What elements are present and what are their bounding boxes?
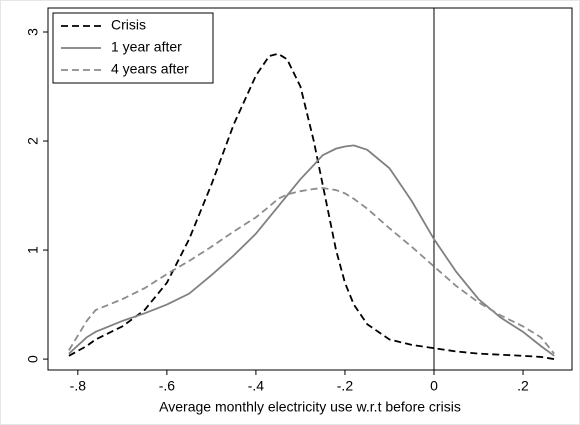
x-tick-label: -.4 (248, 378, 265, 394)
y-tick-label: 3 (25, 28, 41, 36)
y-tick-label: 0 (25, 355, 41, 363)
y-tick-label: 1 (25, 246, 41, 254)
x-tick-label: -.8 (70, 378, 87, 394)
x-axis-label: Average monthly electricity use w.r.t be… (159, 399, 461, 415)
series-line (68, 52, 555, 360)
x-tick-label: 0 (430, 378, 438, 394)
series-line (68, 144, 555, 357)
legend-label: 4 years after (111, 61, 189, 77)
series-line (68, 187, 555, 355)
x-tick-label: .2 (517, 378, 529, 394)
legend-label: 1 year after (111, 39, 182, 55)
x-tick-label: -.6 (159, 378, 176, 394)
x-tick-label: -.2 (337, 378, 354, 394)
legend-label: Crisis (111, 17, 146, 33)
plot-area (47, 7, 573, 371)
legend-box (52, 12, 214, 84)
y-tick-label: 2 (25, 137, 41, 145)
